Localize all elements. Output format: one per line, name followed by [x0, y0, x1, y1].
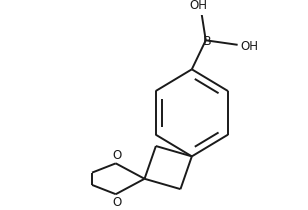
Text: OH: OH [241, 40, 259, 53]
Text: O: O [112, 149, 121, 162]
Text: OH: OH [190, 0, 208, 12]
Text: B: B [202, 35, 211, 48]
Text: O: O [112, 196, 121, 209]
